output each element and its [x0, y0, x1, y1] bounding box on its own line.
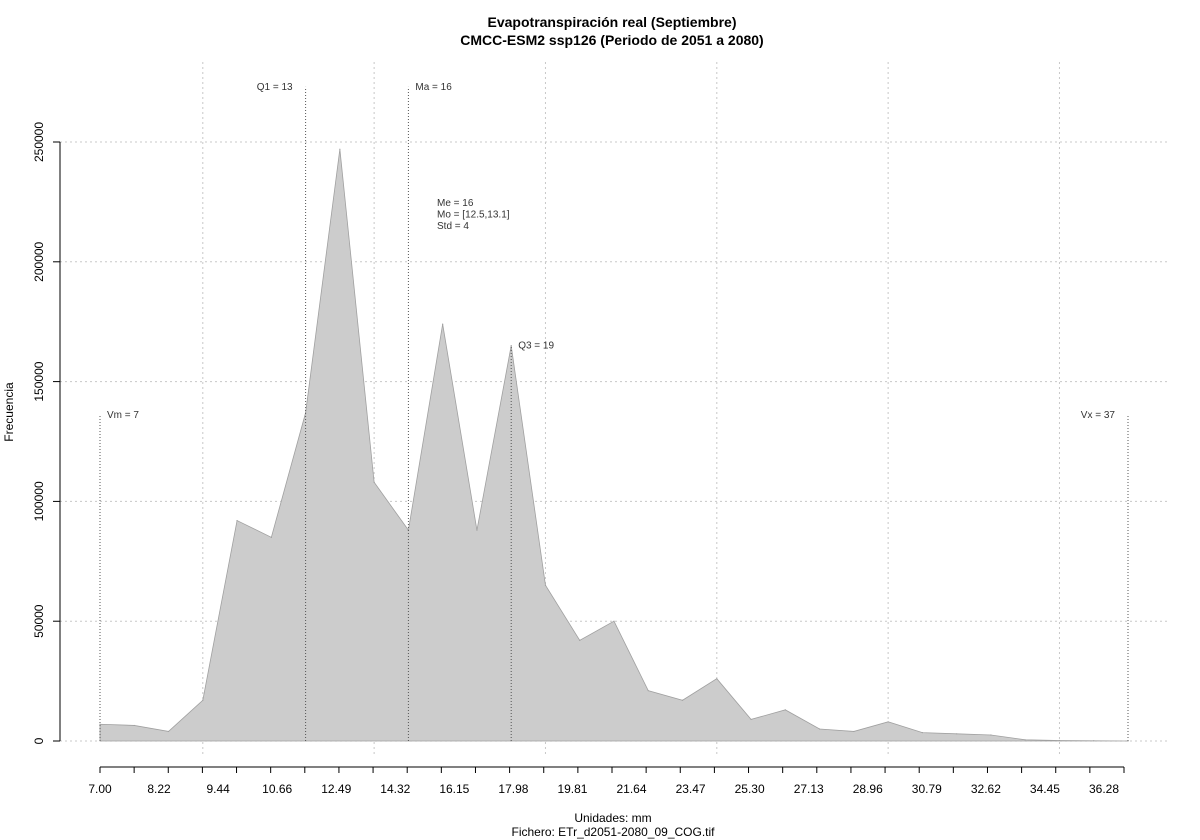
data-point	[956, 733, 958, 735]
data-point	[236, 519, 238, 522]
x-tick-label: 27.13	[794, 782, 824, 796]
reference-label: Q3 = 19	[518, 341, 554, 352]
x-tick-label: 10.66	[262, 782, 292, 796]
data-point	[510, 345, 512, 347]
data-point	[442, 323, 444, 325]
chart-subtitle: CMCC-ESM2 ssp126 (Periodo de 2051 a 2080…	[460, 32, 763, 48]
file-label: Fichero: ETr_d2051-2080_09_COG.tif	[512, 825, 716, 839]
reference-lines: Vm = 7 Q1 = 13 Ma = 16 Q3 = 19 Vx = 37	[99, 82, 1129, 741]
x-tick-label: 36.28	[1089, 782, 1119, 796]
data-point	[887, 721, 889, 723]
data-point	[681, 699, 684, 701]
y-tick-label: 50000	[32, 604, 46, 638]
x-tick-label: 8.22	[147, 782, 171, 796]
x-tick-label: 14.32	[380, 782, 410, 796]
y-axis-label: Frecuencia	[2, 382, 16, 442]
x-axis-label: Unidades: mm	[574, 811, 651, 825]
y-tick-label: 0	[32, 737, 46, 744]
stats-line: Me = 16	[437, 198, 474, 209]
frequency-area	[99, 148, 1129, 742]
data-point	[373, 481, 375, 483]
reference-label: Vm = 7	[107, 410, 139, 421]
data-point	[784, 709, 786, 711]
data-point	[853, 730, 855, 733]
x-axis: 7.00 8.22 9.44 10.66 12.49 14.32 16.15 17.98 19.…	[88, 766, 1125, 796]
x-tick-label: 19.81	[557, 782, 587, 796]
x-tick-label: 21.64	[617, 782, 647, 796]
reference-label: Q1 = 13	[257, 82, 293, 93]
y-tick-label: 200000	[32, 241, 46, 281]
x-tick-label: 32.62	[971, 782, 1001, 796]
data-point	[99, 723, 101, 725]
data-point	[167, 730, 170, 733]
data-point	[476, 529, 478, 531]
x-tick-label: 16.15	[439, 782, 469, 796]
data-point	[1024, 739, 1026, 741]
x-tick-label: 25.30	[735, 782, 765, 796]
area-polygon	[99, 149, 1129, 742]
data-point	[647, 690, 649, 692]
data-point	[579, 639, 581, 641]
stats-line: Mo = [12.5,13.1]	[437, 210, 510, 221]
y-axis: 0 50000 100000 150000 200000 250000	[32, 122, 61, 744]
data-point	[339, 148, 341, 150]
data-point	[921, 732, 924, 734]
data-point	[270, 536, 272, 538]
x-tick-label: 7.00	[88, 782, 112, 796]
data-point	[133, 724, 135, 727]
x-tick-label: 28.96	[853, 782, 883, 796]
data-point	[819, 728, 821, 730]
x-tick-label: 30.79	[912, 782, 942, 796]
x-tick-label: 9.44	[206, 782, 230, 796]
x-tick-label: 34.45	[1030, 782, 1060, 796]
data-point	[716, 678, 718, 680]
data-point	[990, 734, 992, 736]
data-point	[1093, 740, 1095, 742]
data-point	[613, 620, 615, 622]
x-tick-label: 17.98	[498, 782, 528, 796]
data-point	[750, 718, 752, 721]
y-tick-label: 150000	[32, 361, 46, 401]
reference-label: Vx = 37	[1081, 410, 1116, 421]
data-point	[544, 584, 547, 586]
data-point	[1058, 739, 1061, 742]
y-tick-label: 250000	[32, 122, 46, 162]
x-tick-label: 23.47	[676, 782, 706, 796]
x-tick-label: 12.49	[321, 782, 351, 796]
reference-label: Ma = 16	[415, 82, 452, 93]
stats-line: Std = 4	[437, 221, 469, 232]
chart-title: Evapotranspiración real (Septiembre)	[488, 14, 737, 30]
y-tick-label: 100000	[32, 481, 46, 521]
data-point	[202, 699, 204, 701]
